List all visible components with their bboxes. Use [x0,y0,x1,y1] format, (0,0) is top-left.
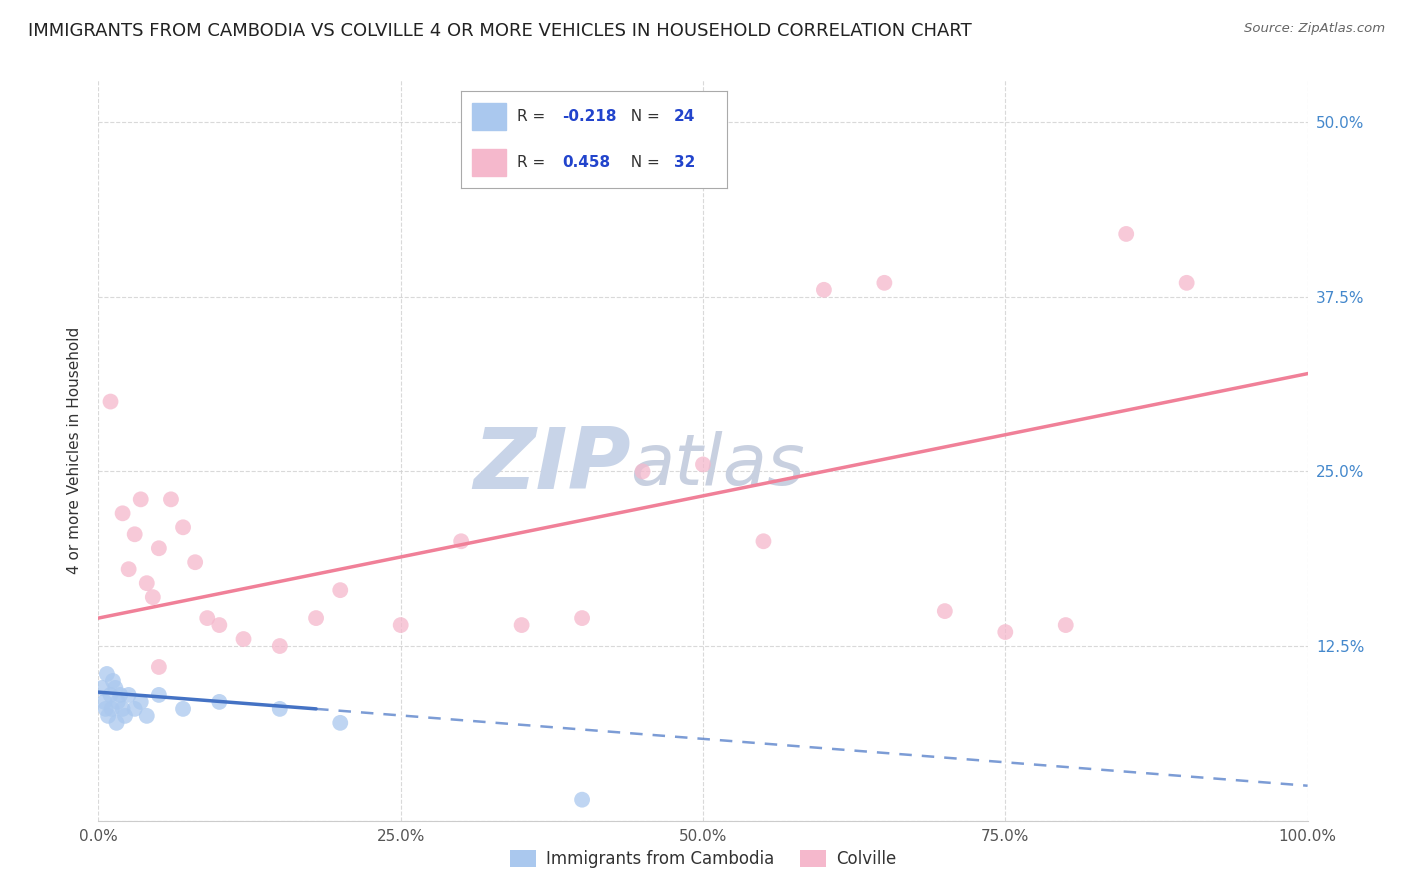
Point [100,688,122,702]
Point [135,709,157,723]
Point [571,793,593,807]
Point [1115,227,1137,241]
Point [124,527,146,541]
Point [571,611,593,625]
Point [305,611,328,625]
Point [142,590,165,604]
Point [269,639,291,653]
Text: ZIP: ZIP [472,424,630,507]
Point [329,715,352,730]
Point [148,688,170,702]
Point [195,611,218,625]
Point [160,492,183,507]
Y-axis label: 4 or more Vehicles in Household: 4 or more Vehicles in Household [67,326,83,574]
Point [91,681,114,695]
Point [100,394,122,409]
Text: Source: ZipAtlas.com: Source: ZipAtlas.com [1244,22,1385,36]
Point [101,673,124,688]
Point [269,702,291,716]
Point [389,618,412,632]
Point [184,555,207,569]
Point [93,695,115,709]
Point [208,695,231,709]
Point [450,534,472,549]
Point [111,702,134,716]
Point [118,688,141,702]
Point [752,534,775,549]
Point [172,702,194,716]
Point [172,520,194,534]
Text: atlas: atlas [630,431,806,500]
Point [108,688,131,702]
Point [934,604,956,618]
Point [129,695,152,709]
Point [96,667,118,681]
Text: IMMIGRANTS FROM CAMBODIA VS COLVILLE 4 OR MORE VEHICLES IN HOUSEHOLD CORRELATION: IMMIGRANTS FROM CAMBODIA VS COLVILLE 4 O… [28,22,972,40]
Point [107,695,129,709]
Point [631,464,654,478]
Legend: Immigrants from Cambodia, Colville: Immigrants from Cambodia, Colville [503,843,903,875]
Point [208,618,231,632]
Point [873,276,896,290]
Point [104,681,127,695]
Point [148,660,170,674]
Point [1054,618,1077,632]
Point [124,702,146,716]
Point [114,709,136,723]
Point [1175,276,1198,290]
Point [692,458,714,472]
Point [135,576,157,591]
Point [510,618,533,632]
Point [94,702,117,716]
Point [329,583,352,598]
Point [813,283,835,297]
Point [232,632,254,646]
Point [118,562,141,576]
Point [100,702,122,716]
Point [111,506,134,520]
Point [994,625,1017,640]
Point [105,715,128,730]
Point [129,492,152,507]
Point [97,709,120,723]
Point [148,541,170,556]
